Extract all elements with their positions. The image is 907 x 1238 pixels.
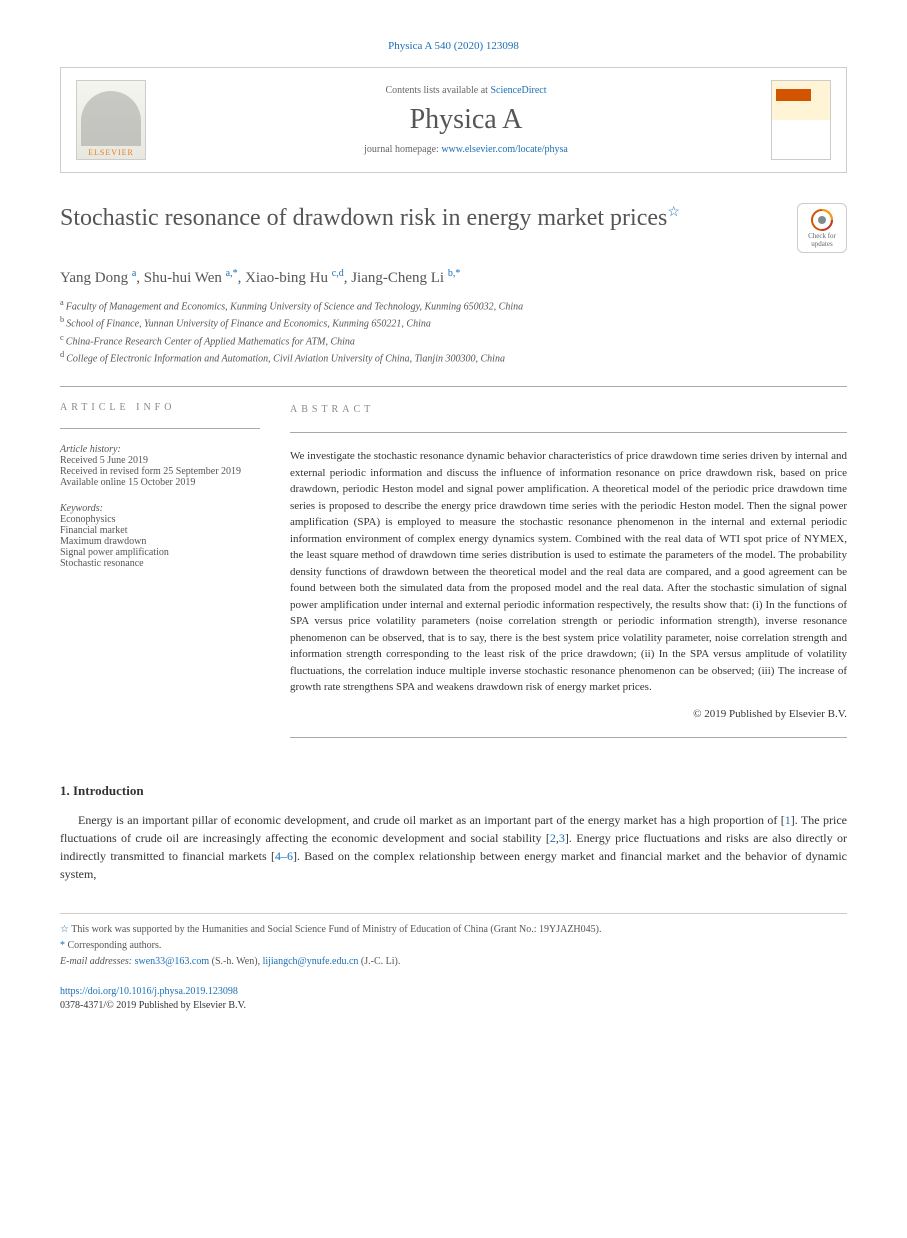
affiliation-sup: d [60, 350, 66, 359]
affiliations-block: a Faculty of Management and Economics, K… [60, 297, 847, 366]
keyword-line: Stochastic resonance [60, 558, 260, 569]
check-updates-label: Check for updates [798, 232, 846, 248]
section-1-body: Energy is an important pillar of economi… [60, 811, 847, 883]
history-line: Received 5 June 2019 [60, 455, 260, 466]
author-sup: c,d [332, 268, 344, 279]
keywords-label: Keywords: [60, 503, 260, 514]
keyword-line: Econophysics [60, 514, 260, 525]
authors-line: Yang Dong a, Shu-hui Wen a,*, Xiao-bing … [60, 268, 847, 287]
check-updates-badge[interactable]: Check for updates [797, 203, 847, 253]
affiliation-line: b School of Finance, Yunnan University o… [60, 314, 847, 331]
affiliation-sup: c [60, 333, 66, 342]
abstract-divider [290, 432, 847, 433]
divider-top [60, 386, 847, 387]
header-center: Contents lists available at ScienceDirec… [161, 85, 771, 155]
title-footnote-star: ☆ [667, 205, 680, 220]
title-row: Stochastic resonance of drawdown risk in… [60, 203, 847, 253]
keyword-line: Signal power amplification [60, 547, 260, 558]
ref-link[interactable]: 1 [785, 813, 791, 827]
homepage-prefix: journal homepage: [364, 144, 441, 155]
keywords-section: Keywords: EconophysicsFinancial marketMa… [60, 503, 260, 569]
funding-star-icon: ☆ [60, 924, 71, 935]
keyword-line: Financial market [60, 525, 260, 536]
affiliation-sup: b [60, 315, 66, 324]
section-1-heading: 1. Introduction [60, 783, 847, 799]
abstract-header: ABSTRACT [290, 402, 847, 417]
affiliation-line: a Faculty of Management and Economics, K… [60, 297, 847, 314]
affiliation-line: c China-France Research Center of Applie… [60, 332, 847, 349]
abstract-column: ABSTRACT We investigate the stochastic r… [290, 402, 847, 753]
ref-link[interactable]: 3 [559, 831, 565, 845]
author-sup: a [132, 268, 136, 279]
journal-cover-thumbnail [771, 80, 831, 160]
keyword-line: Maximum drawdown [60, 536, 260, 547]
issn-copyright: 0378-4371/© 2019 Published by Elsevier B… [60, 1000, 246, 1011]
author: Shu-hui Wen a,* [144, 270, 238, 286]
doi-link[interactable]: https://doi.org/10.1016/j.physa.2019.123… [60, 986, 238, 997]
author: Jiang-Cheng Li b,* [351, 270, 460, 286]
corresponding-text: Corresponding authors. [68, 940, 162, 951]
info-abstract-row: ARTICLE INFO Article history: Received 5… [60, 402, 847, 753]
affiliation-line: d College of Electronic Information and … [60, 349, 847, 366]
homepage-link[interactable]: www.elsevier.com/locate/physa [441, 144, 568, 155]
elsevier-tree-icon [81, 91, 141, 146]
email-link[interactable]: swen33@163.com [135, 956, 209, 967]
author-sup: b,* [448, 268, 461, 279]
affiliation-sup: a [60, 298, 66, 307]
ref-link[interactable]: 4–6 [275, 849, 293, 863]
journal-name: Physica A [161, 104, 771, 136]
email-label: E-mail addresses: [60, 956, 132, 967]
footer-block: https://doi.org/10.1016/j.physa.2019.123… [60, 985, 847, 1013]
journal-header-box: ELSEVIER Contents lists available at Sci… [60, 67, 847, 173]
title-text: Stochastic resonance of drawdown risk in… [60, 205, 667, 231]
history-label: Article history: [60, 444, 260, 455]
abstract-divider-bottom [290, 737, 847, 738]
footnotes-block: ☆ This work was supported by the Humanit… [60, 913, 847, 970]
funding-text: This work was supported by the Humanitie… [71, 924, 601, 935]
history-line: Received in revised form 25 September 20… [60, 466, 260, 477]
article-info-column: ARTICLE INFO Article history: Received 5… [60, 402, 260, 753]
email-link[interactable]: lijiangch@ynufe.edu.cn [263, 956, 359, 967]
funding-note: ☆ This work was supported by the Humanit… [60, 922, 847, 938]
author-sup: a,* [226, 268, 238, 279]
article-history-section: Article history: Received 5 June 2019Rec… [60, 444, 260, 488]
abstract-text: We investigate the stochastic resonance … [290, 448, 847, 696]
elsevier-logo: ELSEVIER [76, 80, 146, 160]
info-divider-1 [60, 428, 260, 429]
contents-line: Contents lists available at ScienceDirec… [161, 85, 771, 96]
corresponding-note: * Corresponding authors. [60, 938, 847, 954]
author: Xiao-bing Hu c,d [245, 270, 344, 286]
article-info-header: ARTICLE INFO [60, 402, 260, 413]
elsevier-label: ELSEVIER [88, 146, 134, 159]
author: Yang Dong a [60, 270, 136, 286]
citation-line: Physica A 540 (2020) 123098 [60, 40, 847, 52]
abstract-copyright: © 2019 Published by Elsevier B.V. [290, 706, 847, 723]
contents-prefix: Contents lists available at [385, 85, 490, 96]
history-line: Available online 15 October 2019 [60, 477, 260, 488]
homepage-line: journal homepage: www.elsevier.com/locat… [161, 144, 771, 155]
sciencedirect-link[interactable]: ScienceDirect [490, 85, 546, 96]
ref-link[interactable]: 2 [550, 831, 556, 845]
article-title: Stochastic resonance of drawdown risk in… [60, 203, 777, 234]
check-updates-icon [810, 208, 834, 232]
corr-star-icon: * [60, 940, 68, 951]
email-line: E-mail addresses: swen33@163.com (S.-h. … [60, 954, 847, 970]
